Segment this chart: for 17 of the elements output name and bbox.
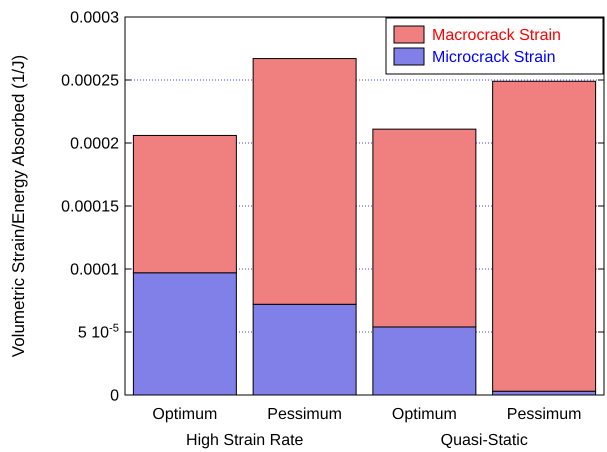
y-tick-label: 0.0003 [70,10,120,27]
bar [492,80,596,392]
text: Quasi-Static [440,432,528,449]
x-tick-label: Optimum [152,406,218,423]
y-axis-title: Volumetric Strain/Energy Absorbed (1/J) [9,54,28,358]
x-tick-label: Optimum [392,406,457,423]
legend-label: Macrocrack Strain [432,27,561,44]
y-tick-label: 0.0002 [70,136,120,153]
y-tick-label: 0 [110,388,120,405]
legend-label: Microcrack Strain [432,49,556,66]
x-tick-label: Pessimum [506,406,582,423]
y-tick-label: 0.0001 [70,262,120,279]
text: High Strain Rate [186,432,304,449]
y-tick-label: 5 10$^{-5}$ [78,322,119,342]
x-tick-label: Pessimum [267,406,342,423]
y-tick-label: 0.00015 [61,198,120,216]
y-tick-label: 0.00025 [61,72,120,90]
